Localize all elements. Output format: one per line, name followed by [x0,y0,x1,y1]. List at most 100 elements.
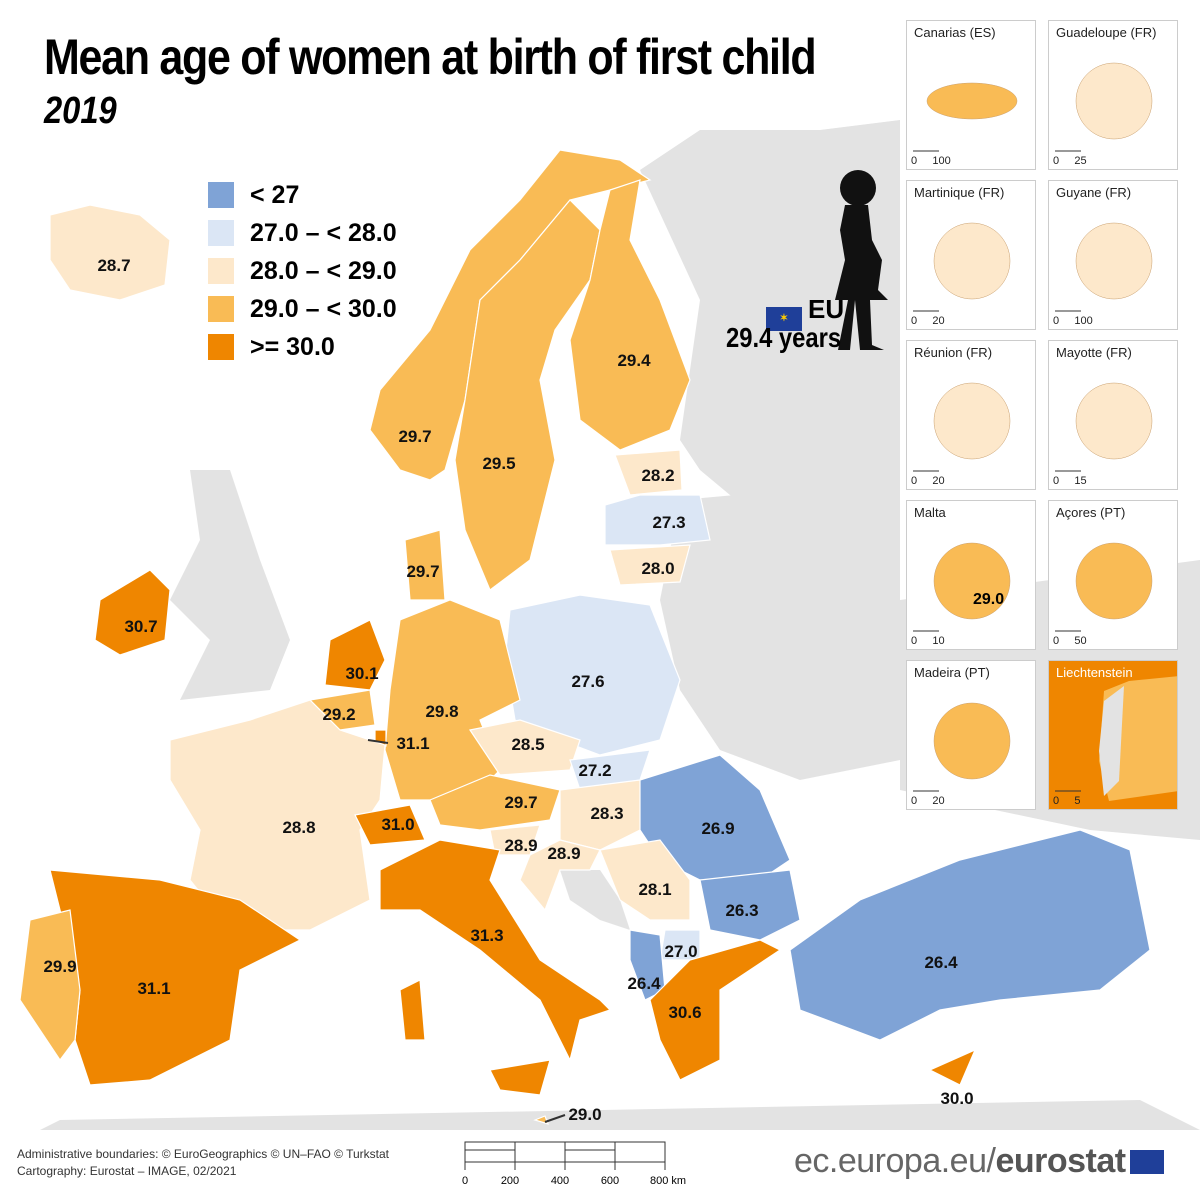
source-note: Administrative boundaries: © EuroGeograp… [17,1146,389,1180]
country-value-label: 26.9 [701,819,734,838]
inset-scale: 0 100 [1053,315,1093,327]
country-value-label: 29.7 [504,793,537,812]
malta-pointer [544,1114,566,1123]
country-value-label: 31.1 [137,979,170,998]
inset-shape [913,82,1018,152]
inset-title: Canarias (ES) [914,25,996,40]
country-region[interactable] [649,939,782,1081]
country-region[interactable] [569,179,691,451]
inset-map: Guadeloupe (FR) 0 25 [1048,20,1178,170]
country-region[interactable] [519,839,601,912]
country-region[interactable] [599,839,691,921]
country-value-label: 29.4 [617,351,651,370]
scale-tick: 800 km [650,1175,686,1187]
country-region[interactable] [469,719,581,776]
inset-title: Liechtenstein [1056,665,1133,680]
legend-label: 29.0 – < 30.0 [250,294,397,323]
inset-title: Guadeloupe (FR) [1056,25,1157,40]
country-value-label: 28.2 [641,466,674,485]
legend-item: < 27 [208,176,397,214]
pregnant-woman-icon [835,170,888,350]
country-value-label: 26.3 [725,901,758,920]
inset-shape [1055,382,1153,472]
inset-map: Mayotte (FR) 0 15 [1048,340,1178,490]
country-value-label: 28.5 [511,735,544,754]
country-value-label: 28.1 [638,880,671,899]
inset-map: Canarias (ES) 0 100 [906,20,1036,170]
country-region[interactable] [49,204,171,301]
inset-map: Açores (PT) 0 50 [1048,500,1178,650]
country-value-label: 30.7 [124,617,157,636]
inset-scale: 0 50 [1053,635,1087,647]
country-value-label: 29.7 [398,427,431,446]
country-region[interactable] [609,544,691,586]
country-value-label: 28.0 [641,559,674,578]
brand-prefix: ec.europa.eu/ [794,1142,996,1180]
inset-scale: 0 20 [911,795,945,807]
legend-item: 29.0 – < 30.0 [208,290,397,328]
country-value-label: 30.6 [668,1003,701,1022]
country-value-label: 29.9 [43,957,76,976]
inset-map: Madeira (PT) 0 20 [906,660,1036,810]
country-region[interactable] [324,619,386,691]
scale-tick: 200 [501,1175,519,1187]
inset-map: Liechtenstein 0 5 [1048,660,1178,810]
country-region[interactable] [699,869,801,941]
country-value-label: 28.8 [282,818,315,837]
country-value-label: 28.9 [547,844,580,863]
legend-swatch [208,220,234,246]
inset-scale: 0 100 [911,155,951,167]
country-region[interactable] [94,569,171,656]
country-region[interactable] [928,1048,977,1086]
cartography-line: Cartography: Eurostat – IMAGE, 02/2021 [17,1164,237,1178]
inset-scale: 0 10 [911,635,945,647]
legend-label: 28.0 – < 29.0 [250,256,397,285]
legend-item: 27.0 – < 28.0 [208,214,397,252]
eu-flag-icon [1129,1150,1164,1174]
inset-value: 29.0 [973,591,1005,608]
country-value-label: 29.5 [482,454,515,473]
country-region[interactable] [559,779,661,851]
country-value-label: 29.7 [406,562,439,581]
inset-title: Malta [914,505,946,520]
country-value-label: 27.2 [578,761,611,780]
country-value-label: 31.3 [470,926,503,945]
inset-scale: 0 20 [911,315,945,327]
legend-swatch [208,296,234,322]
country-value-label: 29.8 [425,702,458,721]
scale-tick: 400 [551,1175,569,1187]
source-line: Administrative boundaries: © EuroGeograp… [17,1147,390,1161]
inset-title: Madeira (PT) [914,665,990,680]
country-region[interactable] [404,529,446,601]
country-region[interactable] [533,1115,549,1125]
country-region[interactable] [604,494,711,546]
scale-tick: 600 [601,1175,619,1187]
country-value-label: 30.0 [940,1089,973,1108]
inset-scale: 0 25 [1053,155,1087,167]
inset-title: Réunion (FR) [914,345,993,360]
country-region[interactable] [19,909,81,1062]
inset-title: Mayotte (FR) [1056,345,1132,360]
inset-title: Guyane (FR) [1056,185,1132,200]
country-value-label: 28.9 [504,836,537,855]
country-region[interactable] [354,804,426,846]
country-value-label: 28.7 [97,256,130,275]
scale-bar: 0 200 400 600 800 km [462,1141,686,1187]
inset-shape [913,702,1011,792]
country-value-label: 26.4 [924,953,958,972]
country-region[interactable] [789,829,1151,1041]
country-region[interactable] [454,199,601,591]
country-region[interactable] [169,699,386,931]
inset-shape [1055,62,1153,152]
country-region[interactable] [379,839,612,1096]
country-region[interactable] [614,449,683,496]
inset-shape [1055,222,1153,312]
country-region[interactable] [429,774,561,831]
inset-shape [913,542,1011,632]
inset-map: Réunion (FR) 0 20 [906,340,1036,490]
page-title: Mean age of women at birth of first chil… [44,29,817,85]
eurostat-brand[interactable]: ec.europa.eu/eurostat [794,1142,1164,1181]
legend-label: < 27 [250,180,300,209]
